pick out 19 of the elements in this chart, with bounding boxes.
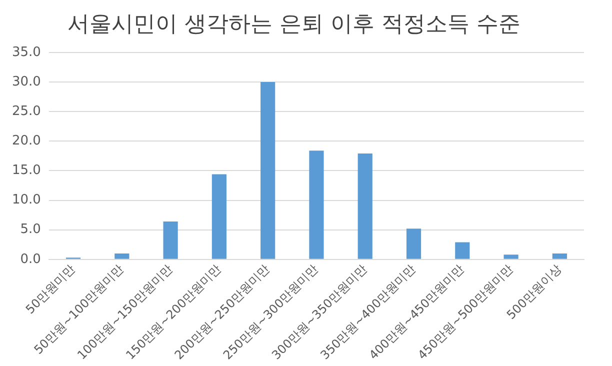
bar [309, 150, 324, 259]
y-tick-label: 35.0 [12, 44, 41, 60]
y-tick-label: 15.0 [12, 163, 41, 178]
y-tick-label: 0.0 [20, 252, 41, 267]
bar [260, 82, 276, 259]
bar [504, 254, 518, 259]
chart-title: 서울시민이 생각하는 은퇴 이후 적정소득 수준 [68, 12, 520, 37]
bar [358, 154, 372, 259]
bar [163, 222, 178, 259]
bar [212, 174, 226, 259]
y-tick-label: 25.0 [12, 104, 41, 119]
bar [406, 228, 422, 259]
bar [552, 253, 567, 259]
y-tick-label: 30.0 [12, 74, 41, 90]
bar [455, 242, 470, 259]
y-tick-label: 5.0 [20, 222, 41, 238]
bar [114, 253, 130, 259]
y-tick-label: 20.0 [12, 133, 41, 148]
y-tick-label: 10.0 [12, 192, 41, 208]
